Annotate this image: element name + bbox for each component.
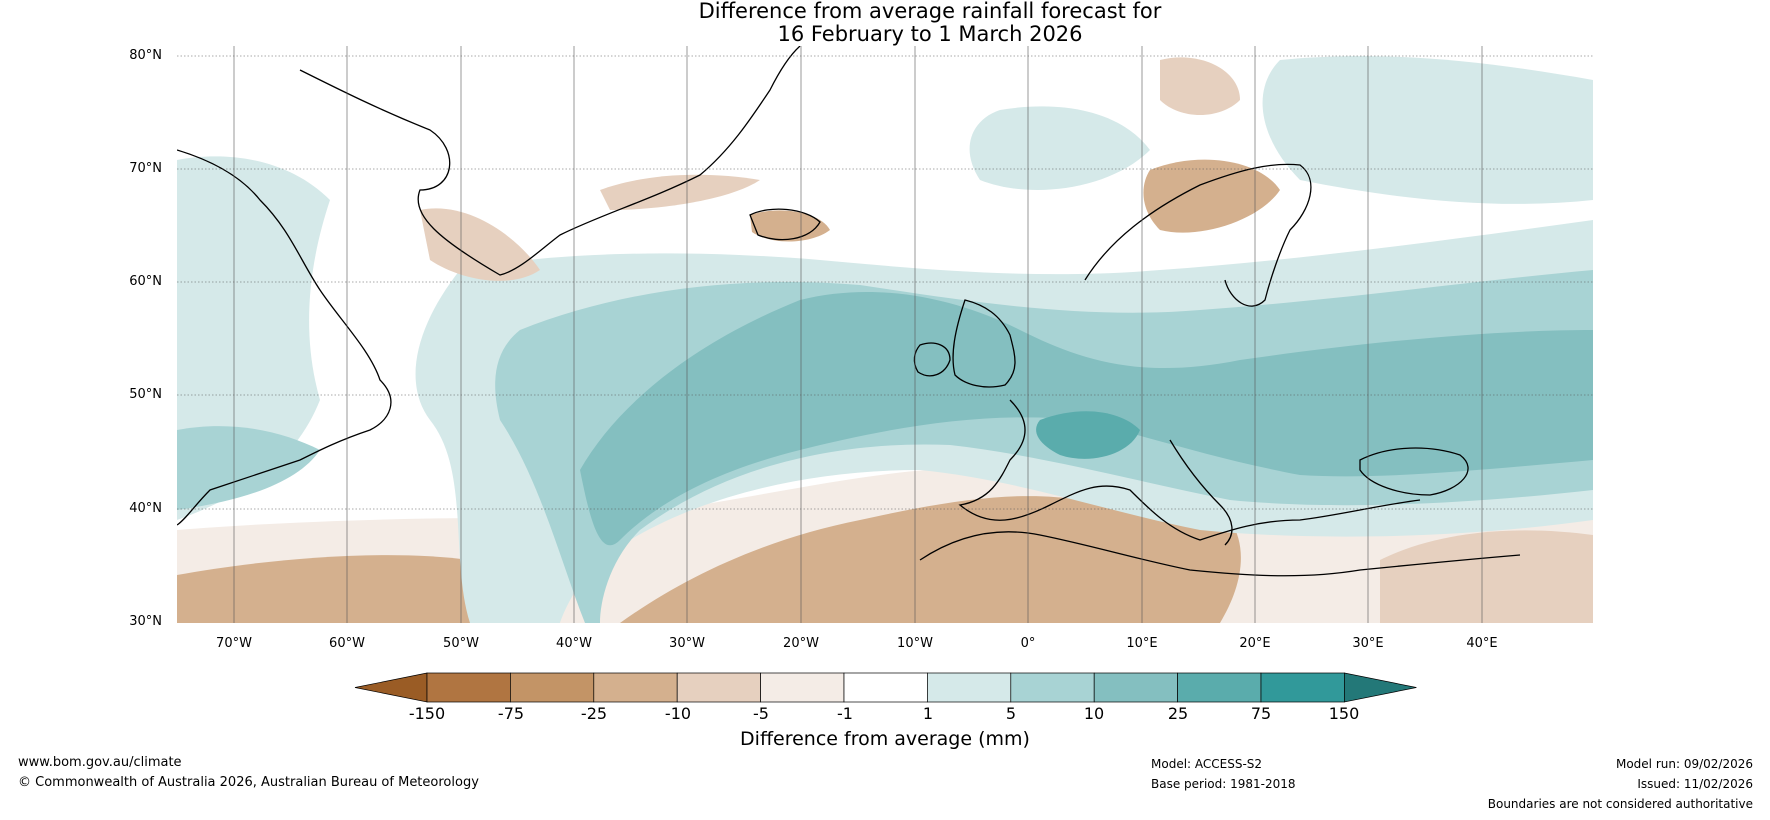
map-title: Difference from average rainfall forecas… xyxy=(0,0,1770,46)
footer-copyright: © Commonwealth of Australia 2026, Austra… xyxy=(18,775,479,790)
colorbar-tick-label: 1 xyxy=(922,704,934,723)
coastline-black-sea xyxy=(1359,447,1469,496)
anomaly-region-dry-east-med xyxy=(1380,530,1593,623)
lon-label-60w: 60°W xyxy=(329,636,365,651)
coastline-europe-med xyxy=(958,399,1421,541)
lon-label-0: 0° xyxy=(1020,636,1036,651)
colorbar-tick-label: 75 xyxy=(1250,704,1272,723)
colorbar-swatch xyxy=(927,672,1012,703)
anomaly-region-wet-barents xyxy=(1262,56,1593,204)
colorbar-tick-label: -75 xyxy=(497,704,525,723)
coastline-greenland xyxy=(299,46,801,276)
footer-website: www.bom.gov.au/climate xyxy=(18,755,182,770)
colorbar-swatch xyxy=(676,672,761,703)
anomaly-region-wet-core xyxy=(1036,411,1140,459)
colorbar-tick-label: 25 xyxy=(1167,704,1189,723)
colorbar-tick-label: -150 xyxy=(408,704,446,723)
footer-base-period: Base period: 1981-2018 xyxy=(1151,777,1296,791)
lon-label-30w: 30°W xyxy=(669,636,705,651)
colorbar-swatch xyxy=(593,672,678,703)
lon-label-20w: 20°W xyxy=(783,636,819,651)
map-title-line2: 16 February to 1 March 2026 xyxy=(777,22,1083,46)
lon-label-40e: 40°E xyxy=(1466,636,1498,651)
lon-label-40w: 40°W xyxy=(556,636,592,651)
anomaly-region-dry-southwest xyxy=(177,555,500,623)
lon-label-10w: 10°W xyxy=(897,636,933,651)
colorbar-title: Difference from average (mm) xyxy=(740,728,1030,750)
colorbar-tick-label: 150 xyxy=(1328,704,1360,723)
colorbar-swatch xyxy=(426,672,511,703)
colorbar-tick-label: 10 xyxy=(1083,704,1105,723)
colorbar-swatch xyxy=(510,672,595,703)
colorbar-swatch xyxy=(843,672,928,703)
colorbar-tick-label: -1 xyxy=(837,704,853,723)
colorbar-extend-low xyxy=(354,672,428,703)
graticule-meridians xyxy=(233,46,1483,623)
lon-label-20e: 20°E xyxy=(1239,636,1271,651)
colorbar-tick-label: -25 xyxy=(580,704,608,723)
colorbar-tick-label: -10 xyxy=(664,704,692,723)
coastline-north-africa xyxy=(919,531,1521,577)
anomaly-region-dry-svalbard xyxy=(1160,57,1240,115)
rainfall-anomaly-field xyxy=(177,56,1593,623)
footer-issued: Issued: 11/02/2026 xyxy=(1637,777,1753,791)
anomaly-region-dry-greenland-south xyxy=(420,208,540,281)
anomaly-region-dry-iceland xyxy=(750,210,830,242)
lon-label-50w: 50°W xyxy=(443,636,479,651)
coastlines xyxy=(177,46,1521,577)
lat-label-60n: 60°N xyxy=(129,274,162,289)
footer-model: Model: ACCESS-S2 xyxy=(1151,757,1263,771)
coastline-north-america xyxy=(177,149,392,526)
lon-label-10e: 10°E xyxy=(1126,636,1158,651)
lat-label-70n: 70°N xyxy=(129,161,162,176)
coastline-italy xyxy=(1169,439,1233,546)
lon-label-30e: 30°E xyxy=(1352,636,1384,651)
graticule xyxy=(177,55,1593,510)
coastline-uk xyxy=(952,299,1016,388)
map-title-line1: Difference from average rainfall forecas… xyxy=(698,0,1162,23)
lon-label-70w: 70°W xyxy=(216,636,252,651)
coastline-scandinavia xyxy=(1084,163,1312,307)
colorbar-swatch xyxy=(1093,672,1178,703)
lat-label-50n: 50°N xyxy=(129,387,162,402)
colorbar-tick-label: -5 xyxy=(753,704,769,723)
footer-disclaimer: Boundaries are not considered authoritat… xyxy=(1487,797,1753,811)
lat-label-80n: 80°N xyxy=(129,48,162,63)
coastline-ireland xyxy=(913,342,951,377)
colorbar-swatch xyxy=(760,672,845,703)
anomaly-region-dry-norway xyxy=(1143,159,1280,233)
colorbar-swatch xyxy=(1010,672,1095,703)
anomaly-region-dry-north-africa xyxy=(620,496,1241,623)
colorbar-tick-label: 5 xyxy=(1005,704,1017,723)
colorbar xyxy=(354,672,1417,703)
colorbar-extend-high xyxy=(1344,672,1417,703)
lat-label-40n: 40°N xyxy=(129,501,162,516)
colorbar-swatch xyxy=(1177,672,1262,703)
colorbar-swatch xyxy=(1260,672,1345,703)
lat-label-30n: 30°N xyxy=(129,614,162,629)
coastline-iceland xyxy=(749,208,821,241)
footer-model-run: Model run: 09/02/2026 xyxy=(1615,757,1753,771)
